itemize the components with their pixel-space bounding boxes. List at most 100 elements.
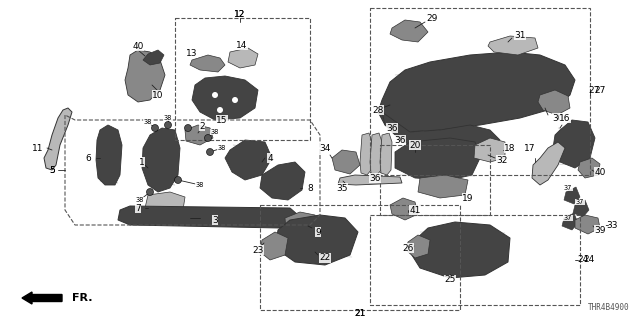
Polygon shape (395, 138, 480, 180)
Text: 3: 3 (212, 215, 218, 225)
Text: 20: 20 (410, 140, 420, 149)
Text: 5: 5 (49, 165, 55, 174)
Bar (260, 205, 460, 310)
Polygon shape (562, 213, 578, 230)
Text: 38: 38 (136, 197, 144, 203)
Polygon shape (390, 198, 418, 220)
Circle shape (184, 124, 191, 132)
Text: 7: 7 (135, 204, 141, 212)
Polygon shape (118, 206, 298, 228)
Polygon shape (418, 175, 468, 198)
Polygon shape (474, 138, 505, 162)
Text: 21: 21 (355, 308, 365, 317)
Polygon shape (260, 162, 305, 200)
Polygon shape (380, 133, 392, 175)
Polygon shape (406, 235, 430, 258)
Text: 15: 15 (216, 116, 228, 124)
Polygon shape (575, 215, 600, 234)
Text: 36: 36 (369, 173, 381, 182)
Polygon shape (142, 128, 180, 192)
Polygon shape (578, 158, 600, 178)
Text: 35: 35 (336, 183, 348, 193)
Polygon shape (378, 52, 575, 132)
Text: 23: 23 (252, 245, 264, 254)
Text: 32: 32 (496, 156, 508, 164)
Polygon shape (332, 150, 360, 174)
Text: 38: 38 (144, 119, 152, 125)
Circle shape (212, 92, 218, 98)
Text: 22: 22 (319, 253, 331, 262)
Circle shape (175, 177, 182, 183)
Text: 28: 28 (372, 106, 384, 115)
Polygon shape (338, 175, 402, 185)
Text: 25: 25 (444, 276, 456, 284)
Circle shape (205, 134, 211, 141)
Polygon shape (360, 133, 372, 175)
Text: 37: 37 (564, 185, 572, 191)
Polygon shape (370, 133, 382, 175)
Text: 2: 2 (199, 122, 205, 131)
Text: 4: 4 (267, 154, 273, 163)
Text: 38: 38 (211, 129, 219, 135)
Circle shape (207, 148, 214, 156)
Polygon shape (275, 215, 358, 265)
Polygon shape (225, 140, 272, 180)
Polygon shape (390, 20, 428, 42)
Text: 1: 1 (139, 157, 145, 166)
Polygon shape (228, 48, 258, 68)
Polygon shape (488, 36, 538, 55)
Text: THR4B4900: THR4B4900 (588, 303, 630, 312)
Text: 34: 34 (319, 143, 331, 153)
Circle shape (232, 97, 238, 103)
Text: 38: 38 (164, 115, 172, 121)
Text: 12: 12 (234, 10, 246, 19)
Text: 30: 30 (552, 114, 564, 123)
Text: 19: 19 (462, 194, 474, 203)
Polygon shape (382, 112, 500, 160)
Text: 33: 33 (606, 220, 618, 229)
Text: 41: 41 (410, 205, 420, 214)
Text: 10: 10 (152, 91, 164, 100)
Text: 11: 11 (32, 143, 44, 153)
Text: 38: 38 (218, 145, 226, 151)
Text: 36: 36 (387, 124, 397, 132)
Polygon shape (285, 212, 318, 235)
Text: 18: 18 (504, 143, 516, 153)
Polygon shape (410, 222, 510, 278)
Bar (370, 215, 580, 305)
Text: 5: 5 (49, 165, 55, 174)
Text: 40: 40 (132, 42, 144, 51)
Text: 17: 17 (524, 143, 536, 153)
Text: 8: 8 (307, 183, 313, 193)
Bar (370, 8, 590, 175)
Polygon shape (96, 125, 122, 185)
Text: 24: 24 (583, 255, 595, 265)
FancyArrow shape (22, 292, 62, 304)
Text: 9: 9 (315, 228, 321, 236)
Polygon shape (532, 142, 565, 185)
Polygon shape (192, 76, 258, 120)
Polygon shape (125, 50, 165, 102)
Text: 6: 6 (85, 154, 91, 163)
Polygon shape (143, 50, 164, 65)
Text: 27: 27 (594, 85, 605, 94)
Polygon shape (564, 187, 580, 204)
Circle shape (217, 107, 223, 113)
Polygon shape (44, 108, 72, 170)
Polygon shape (553, 120, 595, 168)
Text: 38: 38 (196, 182, 204, 188)
Text: 40: 40 (595, 167, 605, 177)
Circle shape (164, 122, 172, 129)
Text: 37: 37 (564, 215, 572, 221)
Circle shape (152, 124, 159, 132)
Polygon shape (538, 90, 570, 115)
Text: 16: 16 (559, 114, 571, 123)
Text: FR.: FR. (72, 293, 93, 303)
Polygon shape (190, 55, 225, 72)
Text: 31: 31 (515, 30, 525, 39)
Polygon shape (185, 125, 213, 145)
Bar (175, 18, 310, 140)
Polygon shape (573, 200, 589, 217)
Text: 29: 29 (426, 13, 438, 22)
Polygon shape (260, 232, 288, 260)
